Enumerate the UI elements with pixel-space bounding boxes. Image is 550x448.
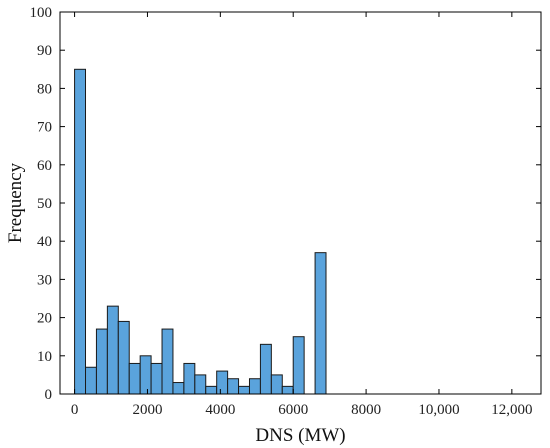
x-tick-label: 10,000 [418, 402, 459, 418]
histogram-bar [95, 328, 108, 395]
y-tick-label: 60 [37, 158, 52, 174]
y-tick-label: 10 [37, 349, 52, 365]
histogram-bar [281, 385, 294, 395]
bars-group [74, 68, 327, 395]
histogram-bar [292, 336, 305, 395]
histogram-bar [227, 378, 240, 395]
histogram-bar [248, 378, 261, 395]
y-tick-label: 90 [37, 43, 52, 59]
x-tick-label: 12,000 [491, 402, 532, 418]
histogram-bar [259, 343, 272, 395]
x-tick-label: 0 [71, 402, 79, 418]
histogram-bar [74, 68, 87, 395]
y-tick-label: 100 [30, 5, 53, 21]
histogram-bar [150, 362, 163, 395]
histogram-bar [270, 374, 283, 395]
y-tick-label: 40 [37, 234, 52, 250]
histogram-bar [172, 382, 185, 395]
y-tick-label: 50 [37, 196, 52, 212]
histogram-bar [117, 320, 130, 395]
y-axis-title: Frequency [5, 162, 26, 243]
x-tick-label: 6000 [278, 402, 308, 418]
histogram-bar [183, 362, 196, 395]
y-tick-label: 20 [37, 311, 52, 327]
x-tick-label: 4000 [205, 402, 235, 418]
histogram-bar [85, 366, 97, 395]
plot-frame [59, 11, 542, 395]
y-tick-label: 70 [37, 120, 52, 136]
histogram-bar [205, 385, 218, 395]
x-tick-label: 8000 [351, 402, 381, 418]
histogram-bar [139, 355, 152, 395]
y-tick-label: 80 [37, 81, 52, 97]
histogram-bar [161, 328, 174, 395]
x-tick-label: 2000 [132, 402, 162, 418]
histogram-bar [314, 252, 327, 395]
y-axis-ticks: 0 10 20 30 40 50 60 70 80 90 100 [30, 5, 541, 403]
histogram-bar [238, 385, 250, 395]
histogram-bar [128, 362, 141, 395]
x-axis-title: DNS (MW) [255, 425, 345, 446]
y-tick-label: 30 [37, 272, 52, 288]
histogram-bar [194, 374, 207, 395]
histogram-bar [216, 370, 229, 395]
x-axis-ticks: 0 2000 4000 6000 8000 10,000 12,000 [71, 12, 532, 418]
y-tick-label: 0 [45, 387, 53, 403]
histogram-bar [106, 305, 119, 395]
